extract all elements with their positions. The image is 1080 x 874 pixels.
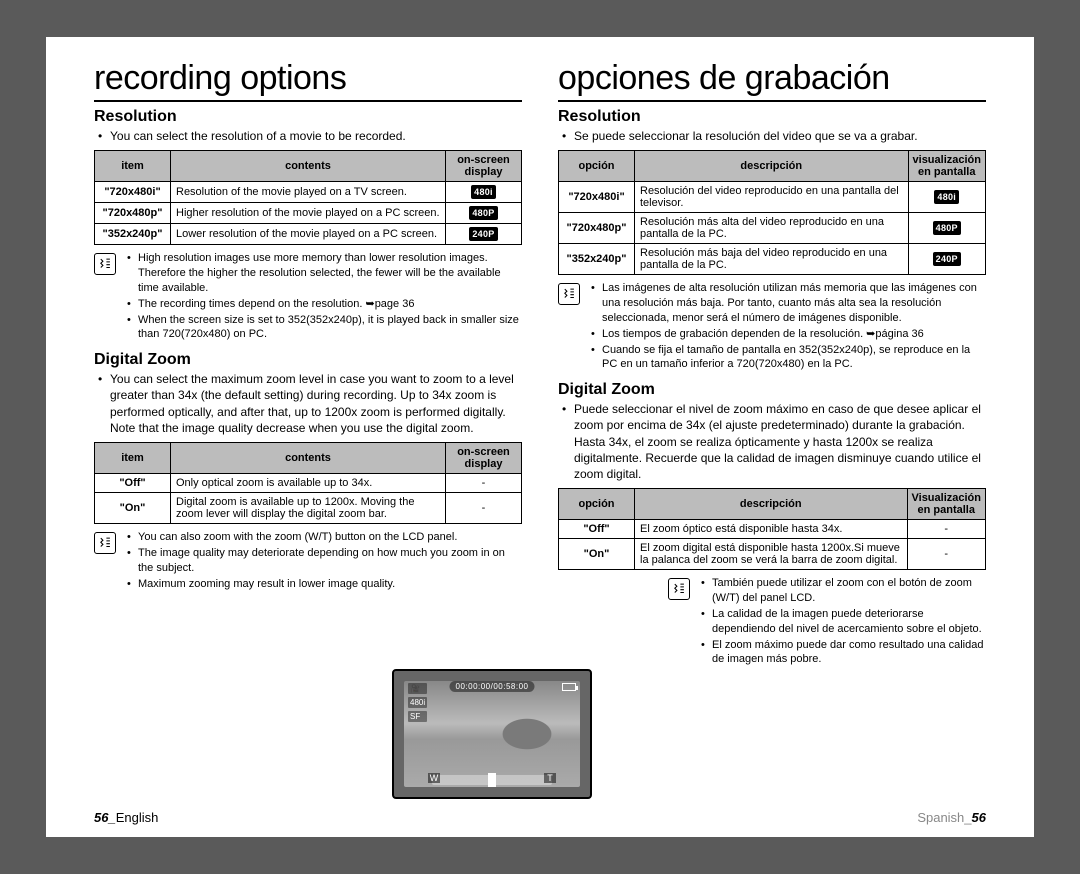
intro-list: Se puede seleccionar la resolución del v… — [558, 128, 986, 144]
page-footer-en: 56_English — [94, 810, 158, 825]
note-icon — [668, 578, 690, 600]
intro-list: You can select the maximum zoom level in… — [94, 371, 522, 436]
rec-icon: 🎥 — [408, 683, 427, 694]
page-title-en: recording options — [94, 59, 522, 102]
table-row: "On"Digital zoom is available up to 1200… — [95, 493, 522, 524]
page-title-es: opciones de grabación — [558, 59, 986, 102]
table-row: "352x240p"Lower resolution of the movie … — [95, 224, 522, 245]
note-list: High resolution images use more memory t… — [124, 251, 522, 343]
resolution-table-en: item contents on-screen display "720x480… — [94, 150, 522, 245]
note-list: You can also zoom with the zoom (W/T) bu… — [124, 530, 522, 592]
zoom-bar — [432, 775, 552, 785]
intro-list: You can select the resolution of a movie… — [94, 128, 522, 144]
section-heading-resolution-es: Resolution — [558, 108, 986, 126]
th-item: item — [95, 151, 171, 182]
note-block: También puede utilizar el zoom con el bo… — [558, 576, 986, 668]
preview-scene — [404, 681, 580, 787]
zoom-table-en: item contents on-screen display "Off"Onl… — [94, 442, 522, 524]
table-row: "720x480p"Resolución más alta del video … — [559, 213, 986, 244]
badge-480i: 480i — [471, 185, 496, 199]
intro-text: You can select the resolution of a movie… — [110, 128, 522, 144]
note-block: High resolution images use more memory t… — [94, 251, 522, 343]
intro-text: You can select the maximum zoom level in… — [110, 371, 522, 436]
table-row: "Off"Only optical zoom is available up t… — [95, 474, 522, 493]
battery-icon — [562, 683, 576, 691]
zoom-table-es: opción descripción Visualización en pant… — [558, 488, 986, 570]
section-heading-zoom-en: Digital Zoom — [94, 351, 522, 369]
table-row: "720x480i"Resolution of the movie played… — [95, 182, 522, 203]
dolphin-icon — [492, 709, 562, 759]
lcd-preview: 00:00:00/00:58:00 🎥 480i SF — [392, 669, 592, 799]
section-heading-zoom-es: Digital Zoom — [558, 381, 986, 399]
table-row: "352x240p"Resolución más baja del video … — [559, 244, 986, 275]
note-list: Las imágenes de alta resolución utilizan… — [588, 281, 986, 373]
sf-icon: SF — [408, 711, 427, 722]
intro-list: Puede seleccionar el nivel de zoom máxim… — [558, 401, 986, 482]
note-list: También puede utilizar el zoom con el bo… — [698, 576, 986, 668]
note-block: You can also zoom with the zoom (W/T) bu… — [94, 530, 522, 592]
note-icon — [94, 532, 116, 554]
page-footer-es: Spanish_56 — [917, 810, 986, 825]
manual-page: recording options Resolution You can sel… — [46, 37, 1034, 837]
zoom-indicator — [488, 773, 496, 787]
resolution-table-es: opción descripción visualización en pant… — [558, 150, 986, 275]
note-icon — [94, 253, 116, 275]
th-contents: contents — [171, 151, 446, 182]
note-icon — [558, 283, 580, 305]
preview-osd-icons: 🎥 480i SF — [408, 683, 427, 722]
table-row: "Off"El zoom óptico está disponible hast… — [559, 520, 986, 539]
badge-240p: 240P — [469, 227, 497, 241]
th-osd: on-screen display — [446, 151, 522, 182]
column-spanish: opciones de grabación Resolution Se pued… — [540, 59, 998, 821]
section-heading-resolution-en: Resolution — [94, 108, 522, 126]
table-row: "720x480i"Resolución del video reproduci… — [559, 182, 986, 213]
note-block: Las imágenes de alta resolución utilizan… — [558, 281, 986, 373]
badge-480p: 480P — [469, 206, 497, 220]
table-row: "On"El zoom digital está disponible hast… — [559, 539, 986, 570]
note-row: You can also zoom with the zoom (W/T) bu… — [94, 530, 522, 600]
preview-timecode: 00:00:00/00:58:00 — [449, 681, 534, 692]
table-row: "720x480p"Higher resolution of the movie… — [95, 203, 522, 224]
badge-480i: 480i — [408, 697, 427, 708]
